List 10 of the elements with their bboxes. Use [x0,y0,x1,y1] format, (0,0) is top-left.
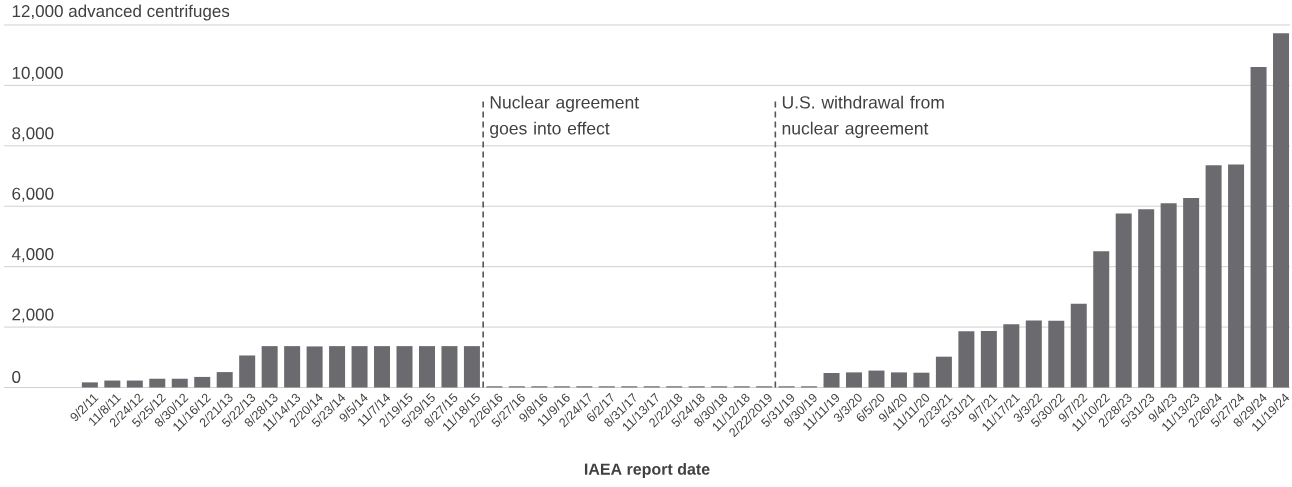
y-tick-label: 12,000 advanced centrifuges [12,4,230,21]
y-tick-label: 10,000 [12,66,63,81]
ref-line-label: U.S. withdrawal from nuclear agreement [782,95,944,139]
y-tick-label: 2,000 [12,308,54,323]
y-tick-label: 8,000 [12,127,54,142]
ref-line-label: Nuclear agreement goes into effect [490,95,639,139]
y-tick-label: 6,000 [12,187,54,202]
x-axis-title: IAEA report date [584,463,710,478]
y-tick-label: 4,000 [11,248,54,263]
y-tick-label: 0 [12,370,21,383]
